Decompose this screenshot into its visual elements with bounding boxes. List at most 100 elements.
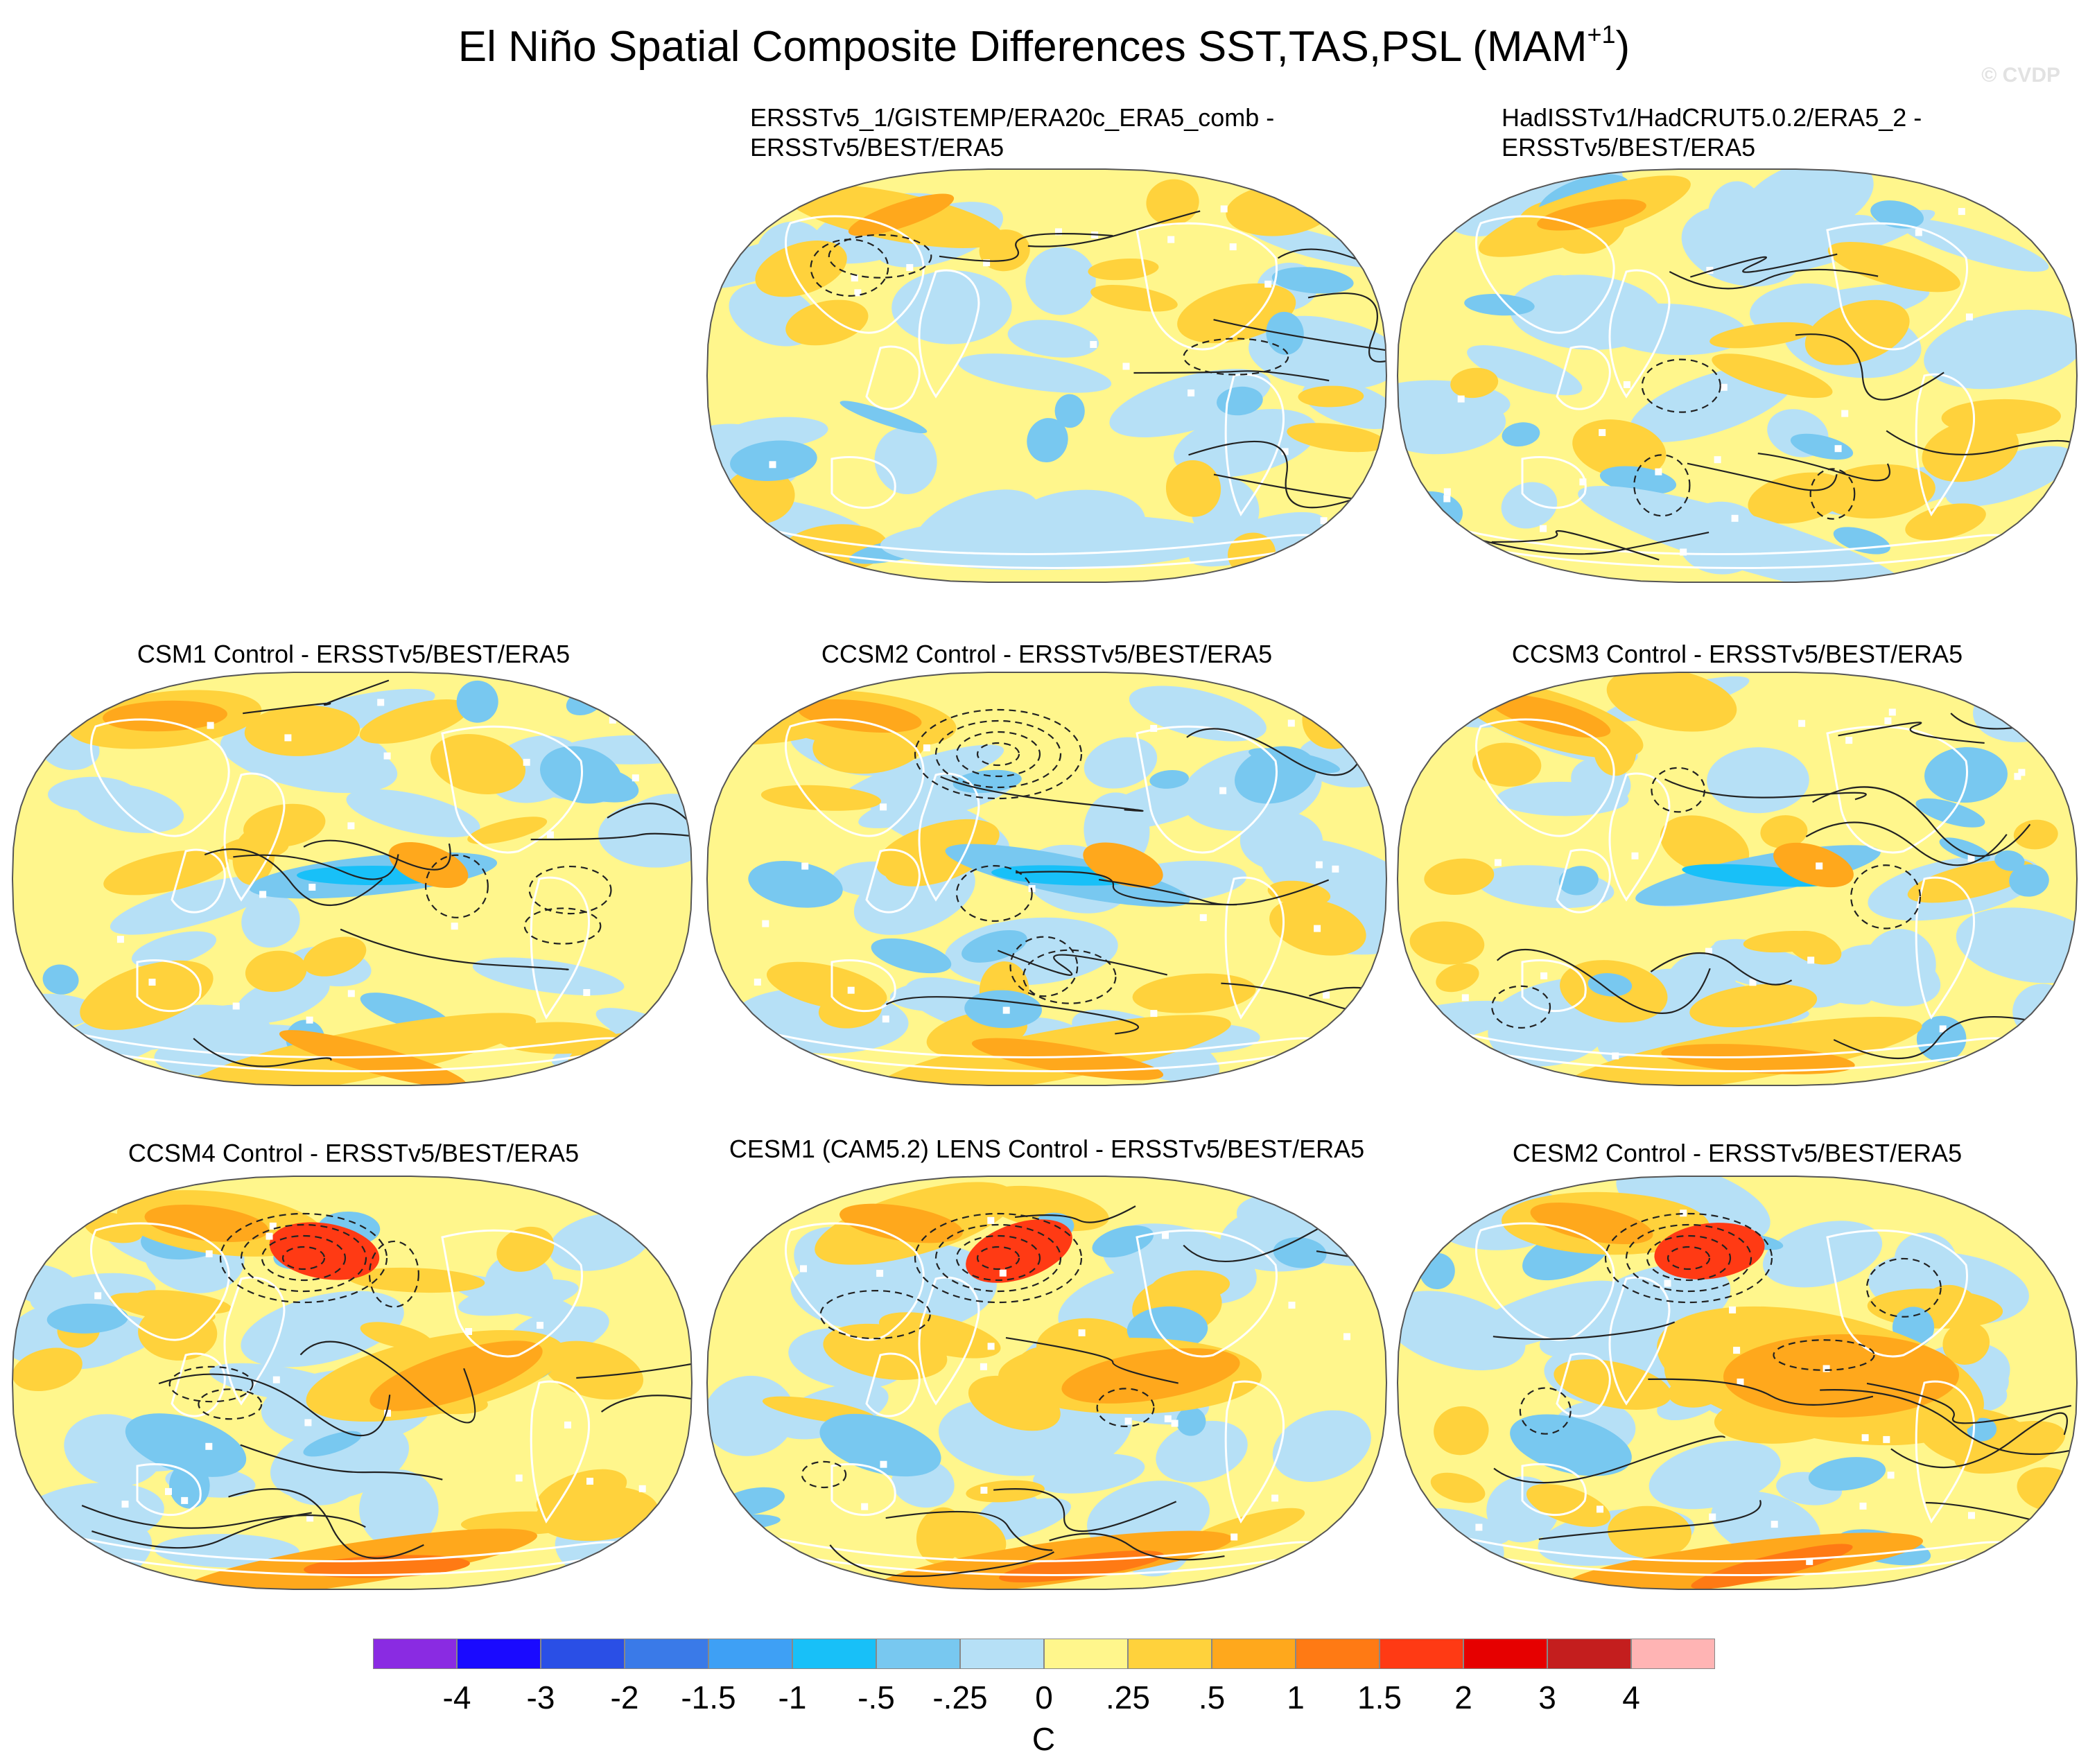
missing-data-cell xyxy=(638,1485,646,1492)
missing-data-cell xyxy=(347,990,355,997)
anomaly-patch xyxy=(1941,399,2061,435)
southern-ocean-cool xyxy=(880,514,1227,570)
psl-contour-dashed xyxy=(1809,468,1856,520)
missing-data-cell xyxy=(148,979,156,986)
psl-contour-solid xyxy=(204,848,383,907)
psl-contour-dashed xyxy=(801,1460,847,1489)
psl-contour-solid xyxy=(530,832,692,846)
psl-contour-solid xyxy=(193,1038,332,1067)
anomaly-patch xyxy=(1464,294,1535,316)
psl-contour-dashed xyxy=(1641,358,1721,413)
missing-data-cell xyxy=(1229,243,1237,251)
anomaly-patch xyxy=(1526,1483,1611,1527)
anomaly-patch xyxy=(1434,1406,1489,1456)
missing-data-cell xyxy=(537,1322,543,1329)
psl-contour-dashed xyxy=(168,1365,254,1403)
missing-data-cell xyxy=(861,1503,869,1510)
missing-data-cell xyxy=(1806,1557,1813,1565)
anomaly-patch xyxy=(359,699,469,744)
anomaly-patch xyxy=(472,957,625,995)
missing-data-cell xyxy=(384,1409,391,1417)
missing-data-cell xyxy=(1958,208,1965,216)
missing-data-cell xyxy=(1443,488,1451,496)
psl-contour-solid xyxy=(1648,1378,1874,1406)
anomaly-patch xyxy=(103,850,229,896)
psl-contour-solid xyxy=(1491,530,1660,561)
world-map xyxy=(11,1176,693,1590)
missing-data-cell xyxy=(1457,395,1465,403)
psl-contour-solid xyxy=(1458,531,1709,555)
anomaly-patch xyxy=(1176,1407,1206,1436)
anomaly-patch xyxy=(1084,737,1158,789)
missing-data-cell xyxy=(1612,1052,1619,1060)
anomaly-patch xyxy=(1712,353,1833,399)
panel-title-line: ERSSTv5/BEST/ERA5 xyxy=(1502,133,1756,161)
anomaly-patch xyxy=(1899,218,2049,272)
continent-outline xyxy=(1475,1222,1615,1341)
missing-data-cell xyxy=(564,1421,571,1429)
continent-outline xyxy=(1556,345,1611,410)
equatorial-cool-core xyxy=(1682,864,1834,887)
south-pacific-cool xyxy=(125,1413,247,1477)
panel-title: HadISSTv1/HadCRUT5.0.2/ERA5_2 - ERSSTv5/B… xyxy=(1502,103,1922,162)
anomaly-patch xyxy=(1606,672,1737,732)
continent-outline xyxy=(1224,876,1285,1020)
missing-data-cell xyxy=(1150,1010,1158,1018)
missing-data-cell xyxy=(987,1216,995,1224)
missing-data-cell xyxy=(980,1363,987,1370)
continent-outline xyxy=(865,1352,921,1417)
anomaly-patch xyxy=(241,894,300,948)
missing-data-cell xyxy=(1002,1006,1010,1014)
aleutian-low-contour xyxy=(261,1234,347,1282)
colorbar-swatch xyxy=(1296,1639,1380,1669)
arctic-warm-core xyxy=(1489,694,1611,738)
continent-outline xyxy=(1608,772,1671,902)
anomaly-patch xyxy=(1436,963,1479,993)
anomaly-patch xyxy=(1864,929,1936,1001)
panel-title-line: ERSSTv5/BEST/ERA5 xyxy=(750,133,1004,161)
continent-outline xyxy=(1608,269,1671,399)
psl-contour-solid xyxy=(1005,1336,1178,1384)
missing-data-cell xyxy=(851,274,858,282)
world-map xyxy=(1396,1176,2078,1590)
colorbar-tick-label: 1 xyxy=(1287,1679,1305,1715)
missing-data-cell xyxy=(1187,389,1195,396)
psl-contour-solid xyxy=(1027,210,1201,247)
aleutian-low-contour xyxy=(1646,1234,1732,1282)
continent-outline xyxy=(830,455,896,509)
colorbar-swatch xyxy=(1212,1639,1296,1669)
psl-contour-solid xyxy=(997,950,1168,976)
psl-contour-solid xyxy=(1493,1321,1676,1341)
missing-data-cell xyxy=(1271,1494,1279,1502)
anomaly-patch xyxy=(1554,1359,1672,1410)
missing-data-cell xyxy=(259,891,267,898)
missing-data-cell xyxy=(121,1501,129,1508)
continent-outline xyxy=(761,1030,1333,1072)
missing-data-cell xyxy=(1332,865,1339,873)
missing-data-cell xyxy=(269,1222,277,1230)
anomaly-patch xyxy=(1558,866,1599,896)
colorbar-swatch xyxy=(708,1639,792,1669)
continent-outline xyxy=(530,876,590,1020)
colorbar-swatch xyxy=(792,1639,876,1669)
missing-data-cell xyxy=(583,989,591,996)
anomaly-patch xyxy=(1787,930,1842,965)
missing-data-cell xyxy=(205,1250,213,1257)
psl-contour-dashed xyxy=(819,1290,931,1340)
continent-outline xyxy=(1521,455,1587,509)
psl-contour-dashed xyxy=(1633,454,1691,517)
continent-outline xyxy=(1556,1352,1611,1417)
psl-contour-solid xyxy=(340,928,569,970)
anomaly-patch xyxy=(1398,395,1506,455)
anomaly-patch xyxy=(232,828,275,885)
missing-data-cell xyxy=(769,461,776,469)
psl-contour-solid xyxy=(158,1373,391,1437)
missing-data-cell xyxy=(801,862,809,870)
psl-contour-solid xyxy=(939,233,1113,262)
missing-data-cell xyxy=(1798,719,1806,727)
anomaly-patch xyxy=(1689,984,1818,1028)
missing-data-cell xyxy=(1709,1513,1716,1521)
aleutian-low-contour xyxy=(914,708,1083,800)
psl-contour-dashed xyxy=(1491,985,1551,1029)
continent-outline xyxy=(1475,718,1615,837)
